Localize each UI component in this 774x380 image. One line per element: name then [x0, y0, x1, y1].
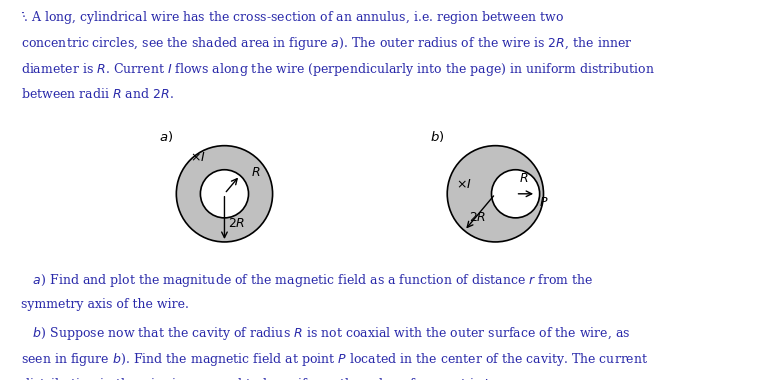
Text: $\times I$: $\times I$: [190, 151, 206, 164]
Text: $P$: $P$: [539, 196, 549, 209]
Text: distribution in the wire is assumed to be uniform, the value of current is $I$.: distribution in the wire is assumed to b…: [21, 377, 492, 380]
Text: $2R$: $2R$: [469, 211, 487, 224]
Text: diameter is $R$. Current $I$ flows along the wire (perpendicularly into the page: diameter is $R$. Current $I$ flows along…: [21, 61, 655, 78]
Circle shape: [491, 170, 539, 218]
Circle shape: [176, 146, 272, 242]
Text: $a$) Find and plot the magnitude of the magnetic field as a function of distance: $a$) Find and plot the magnitude of the …: [21, 272, 594, 289]
Text: $R$: $R$: [251, 166, 260, 179]
Text: $R$: $R$: [519, 172, 529, 185]
Text: between radii $R$ and $2R$.: between radii $R$ and $2R$.: [21, 87, 173, 101]
Text: symmetry axis of the wire.: symmetry axis of the wire.: [21, 298, 189, 310]
Circle shape: [200, 170, 248, 218]
Text: concentric circles, see the shaded area in figure $a$). The outer radius of the : concentric circles, see the shaded area …: [21, 35, 632, 52]
Text: $\cdot\!\!{}^{\cdot}\!\!{}^{\cdot}$. A long, cylindrical wire has the cross-sect: $\cdot\!\!{}^{\cdot}\!\!{}^{\cdot}$. A l…: [21, 10, 564, 27]
Text: $b)$: $b)$: [430, 129, 445, 144]
Text: $2R$: $2R$: [228, 217, 246, 230]
Text: seen in figure $b$). Find the magnetic field at point $P$ located in the center : seen in figure $b$). Find the magnetic f…: [21, 351, 649, 368]
Circle shape: [447, 146, 543, 242]
Text: $\times I$: $\times I$: [456, 178, 472, 191]
Text: $a)$: $a)$: [159, 129, 173, 144]
Text: $b$) Suppose now that the cavity of radius $R$ is not coaxial with the outer sur: $b$) Suppose now that the cavity of radi…: [21, 325, 630, 342]
